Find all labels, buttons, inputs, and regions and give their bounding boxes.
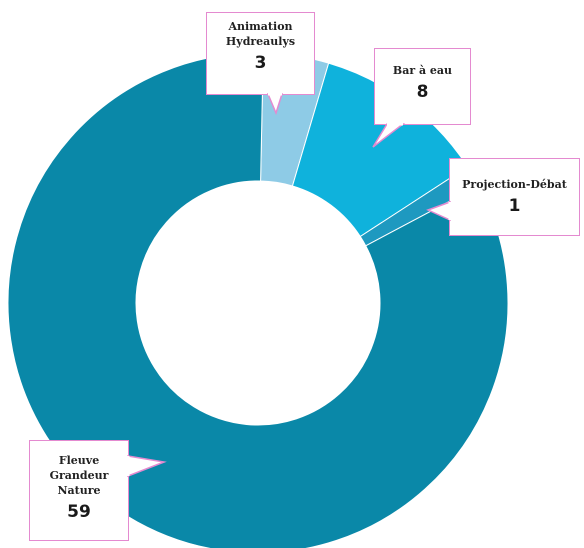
- callout-label-line: Animation: [207, 19, 314, 34]
- callout-bar-a-eau: Bar à eau 8: [374, 48, 471, 125]
- callout-label-line: Hydreaulys: [207, 34, 314, 49]
- callout-value: 1: [450, 195, 579, 217]
- callout-value: 3: [207, 52, 314, 74]
- callout-animation-hydreaulys: Animation Hydreaulys 3: [206, 12, 315, 95]
- callout-label-line: Bar à eau: [375, 63, 470, 78]
- callout-value: 59: [30, 501, 128, 523]
- donut-hole: [136, 181, 380, 425]
- callout-label-line: Fleuve: [30, 453, 128, 468]
- callout-fleuve-grandeur-nature: Fleuve Grandeur Nature 59: [29, 440, 129, 541]
- callout-label-line: Projection-Débat: [450, 177, 579, 192]
- callout-label-line: Nature: [30, 483, 128, 498]
- callout-value: 8: [375, 81, 470, 103]
- callout-label-line: Grandeur: [30, 468, 128, 483]
- callout-projection-debat: Projection-Débat 1: [449, 158, 580, 236]
